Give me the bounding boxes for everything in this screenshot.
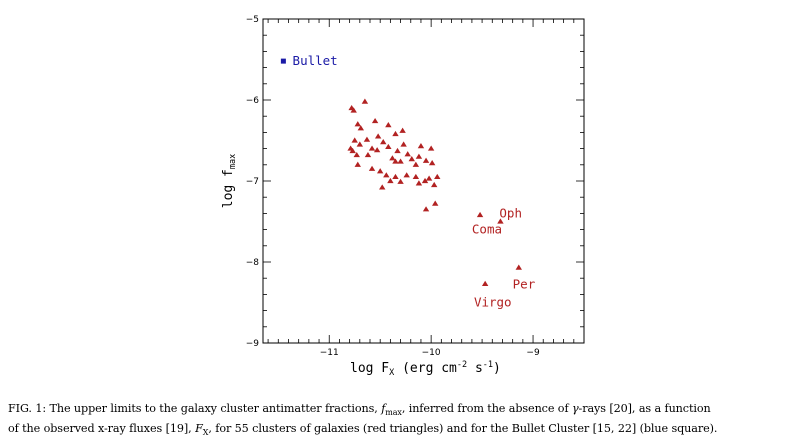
cluster-triangle (354, 121, 361, 127)
caption-gamma: γ (571, 402, 579, 415)
cluster-triangle (379, 184, 386, 190)
cluster-triangle (376, 168, 384, 174)
caption-line-2: of the observed x-ray fluxes [19], FX, f… (8, 421, 798, 441)
cluster-triangle (371, 117, 379, 124)
caption-text: , inferred from the absence of (401, 402, 572, 415)
x-axis-label-exp1: -2 (457, 360, 467, 370)
cluster-triangle (373, 147, 381, 153)
x-tick-label: −11 (320, 348, 339, 358)
annotation-per: Per (513, 277, 536, 292)
x-axis-label-subscript: X (389, 368, 395, 378)
cluster-triangle (515, 264, 522, 270)
y-axis-label-subscript: max (228, 154, 238, 169)
cluster-triangle (385, 121, 392, 128)
annotation-oph: Oph (499, 205, 522, 220)
caption-f-subscript: max (385, 408, 402, 418)
cluster-triangle (380, 139, 387, 145)
cluster-triangle (412, 161, 420, 167)
cluster-triangle (364, 151, 372, 158)
cluster-triangle (427, 145, 435, 151)
x-axis-label-main: log F (350, 361, 389, 376)
annotation-virgo: Virgo (474, 295, 512, 310)
cluster-triangle (425, 175, 433, 181)
cluster-triangle (357, 125, 365, 131)
annotation-coma: Coma (472, 222, 502, 237)
caption-text: -rays [20], as a function (578, 402, 711, 415)
y-axis-label: log fmax (221, 154, 238, 209)
cluster-triangle (403, 172, 410, 178)
cluster-triangle (428, 160, 436, 166)
cluster-triangle (368, 145, 376, 151)
cluster-triangle (431, 181, 438, 188)
cluster-triangle (349, 147, 356, 154)
cluster-triangle (412, 173, 420, 180)
cluster-triangle (404, 151, 411, 157)
annotation-bullet: Bullet (293, 53, 338, 68)
cluster-triangle (385, 143, 392, 150)
cluster-triangle (415, 180, 423, 186)
cluster-triangle (397, 158, 404, 164)
cluster-triangle (392, 130, 399, 137)
data-points (280, 58, 522, 286)
cluster-triangle (356, 141, 364, 147)
cluster-triangle (497, 218, 504, 224)
y-tick-label: −9 (246, 339, 260, 349)
cluster-triangle (374, 133, 382, 139)
caption-text: , for 55 clusters of galaxies (red trian… (208, 422, 718, 436)
cluster-triangle (354, 161, 361, 167)
cluster-triangle (387, 177, 394, 184)
x-axis-label: log FX (erg cm-2 s-1) (350, 360, 501, 378)
cluster-triangle (397, 178, 404, 184)
y-tick-label: −8 (246, 258, 260, 268)
x-axis-label-exp2: -1 (483, 360, 493, 370)
cluster-triangle (383, 172, 390, 178)
x-axis-label-units: (erg cm (394, 361, 457, 376)
caption-F-subscript: X (202, 428, 209, 438)
cluster-triangle (400, 141, 407, 147)
cluster-triangle (350, 107, 357, 113)
bullet-cluster-square (280, 58, 286, 64)
y-tick-label: −6 (246, 96, 260, 106)
cluster-triangle (389, 155, 396, 161)
x-axis-label-close: ) (493, 361, 501, 376)
cluster-triangle (432, 200, 439, 206)
cluster-triangle (353, 151, 360, 158)
figure-caption: FIG. 1: The upper limits to the galaxy c… (8, 401, 798, 441)
y-tick-label: −5 (246, 15, 259, 25)
cluster-triangle (421, 177, 429, 184)
cluster-triangle (392, 173, 399, 180)
caption-F: F (195, 422, 203, 436)
cluster-triangle (415, 153, 423, 159)
caption-text: of the observed x-ray fluxes [19], (8, 422, 196, 436)
cluster-triangle (399, 127, 406, 133)
y-axis-label-main: log f (221, 169, 236, 208)
cluster-triangle (422, 157, 430, 163)
cluster-triangle (434, 173, 441, 180)
x-tick-label: −10 (422, 348, 441, 358)
cluster-triangle (351, 137, 358, 143)
cluster-triangle (476, 211, 484, 218)
cluster-triangle (481, 280, 489, 286)
caption-f: f (381, 402, 386, 415)
y-tick-label: −7 (246, 177, 259, 187)
axis-ticks: −11 −10 −9 −9 −8 −7 −6 −5 (246, 15, 585, 358)
cluster-triangle (394, 147, 401, 154)
cluster-triangle (368, 165, 376, 171)
cluster-triangle (363, 136, 371, 142)
caption-line-1: FIG. 1: The upper limits to the galaxy c… (8, 401, 798, 421)
cluster-triangle (417, 143, 425, 149)
cluster-triangle (392, 158, 399, 164)
cluster-triangle (422, 206, 430, 212)
x-tick-label: −9 (526, 348, 540, 358)
x-axis-label-mid: s (467, 361, 483, 376)
caption-text: FIG. 1: The upper limits to the galaxy c… (8, 402, 382, 415)
cluster-triangle (408, 156, 415, 162)
cluster-triangle (361, 98, 369, 104)
